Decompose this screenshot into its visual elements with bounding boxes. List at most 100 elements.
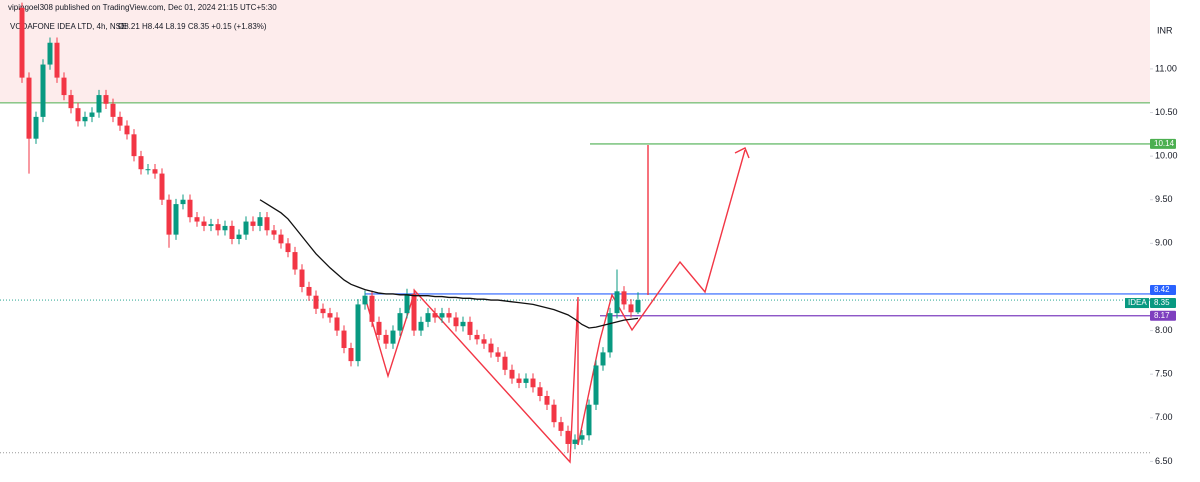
price-tag-label: 10.14: [1154, 139, 1175, 148]
symbol-tag: [1125, 298, 1149, 309]
candle-body: [313, 295, 319, 309]
candle-body: [411, 293, 417, 331]
candle-body: [271, 230, 277, 235]
candle-body: [530, 378, 536, 388]
candle-body: [236, 234, 242, 239]
candle-body: [75, 108, 81, 122]
candle-body: [551, 404, 557, 423]
candle-body: [243, 221, 249, 235]
candle-body: [285, 243, 291, 253]
candle-body: [558, 422, 564, 431]
candle-body: [208, 224, 214, 226]
candle-body: [229, 225, 235, 239]
candle-body: [467, 321, 473, 335]
candle-body: [264, 217, 270, 231]
candle-body: [481, 339, 487, 344]
attribution: vipingoel308 published on TradingView.co…: [8, 3, 277, 12]
candle-body: [341, 330, 347, 349]
candle-body: [110, 103, 116, 117]
candle-body: [460, 321, 466, 327]
candle-body: [89, 112, 95, 117]
y-tick-label: 9.50: [1155, 194, 1173, 204]
candle-body: [166, 199, 172, 235]
currency: INR: [1157, 25, 1173, 35]
candle-body: [54, 42, 60, 78]
y-tick-label: 11.00: [1155, 63, 1177, 73]
candle-body: [635, 300, 641, 313]
candle-body: [61, 77, 67, 96]
candle-body: [19, 7, 25, 78]
candle-body: [33, 116, 39, 139]
candle-body: [383, 334, 389, 344]
candle-body: [509, 369, 515, 379]
price-tag: [1150, 284, 1176, 295]
candle-body: [369, 295, 375, 322]
candle-body: [320, 308, 326, 314]
arrow-head: [734, 147, 750, 159]
candle-body: [47, 42, 53, 65]
candle-body: [516, 378, 522, 383]
ohlc-legend: O8.21 H8.44 L8.19 C8.35 +0.15 (+1.83%): [118, 22, 267, 31]
projection-drawing: [577, 149, 746, 446]
candle-body: [103, 95, 109, 104]
candle-body: [117, 116, 123, 126]
candle-body: [600, 352, 606, 366]
candle-body: [187, 199, 193, 218]
candle-body: [96, 95, 102, 113]
candle-body: [180, 199, 186, 205]
y-tick-label: 10.50: [1155, 107, 1178, 117]
price-tag-label: 8.42: [1154, 285, 1170, 294]
moving-average: [259, 199, 639, 329]
candle-body: [397, 313, 403, 331]
candle-body: [131, 134, 137, 157]
candle-body: [355, 304, 361, 362]
candle-body: [432, 313, 438, 318]
candle-body: [250, 221, 256, 226]
price-tag-label: 8.35: [1154, 298, 1170, 307]
candle-body: [215, 224, 221, 231]
price-tag: [1150, 310, 1176, 321]
candle-body: [453, 317, 459, 327]
candle-body: [222, 225, 228, 231]
candle-body: [607, 313, 613, 353]
candle-body: [446, 313, 452, 318]
candle-body: [586, 404, 592, 436]
candle-body: [292, 252, 298, 270]
symbol-title: VODAFONE IDEA LTD, 4h, NSE: [10, 22, 126, 31]
price-tag: [1150, 138, 1176, 149]
candle-body: [404, 293, 410, 314]
candle-body: [173, 204, 179, 235]
candle-body: [572, 439, 578, 444]
y-tick-label: 7.50: [1155, 369, 1173, 379]
candle-body: [628, 304, 634, 313]
candle-body: [159, 173, 165, 200]
candle-body: [201, 221, 207, 226]
candle-body: [390, 330, 396, 344]
candle-body: [299, 269, 305, 287]
candle-body: [194, 217, 200, 222]
candle-body: [82, 116, 88, 122]
candle-body: [418, 321, 424, 331]
candle-body: [537, 387, 543, 396]
candle-body: [152, 169, 158, 174]
candle-body: [257, 217, 263, 226]
candle-body: [376, 321, 382, 335]
candle-body: [278, 234, 284, 244]
symbol-tag-label: IDEA: [1128, 298, 1147, 307]
candle-body: [138, 156, 144, 170]
candle-body: [145, 169, 151, 171]
candle-body: [439, 313, 445, 318]
background-layer: [0, 0, 1150, 454]
resistance-zone: [0, 0, 1150, 103]
y-tick-label: 10.00: [1155, 151, 1178, 161]
candle-body: [348, 348, 354, 362]
candle-body: [579, 435, 585, 440]
candle-body: [502, 356, 508, 370]
candle-body: [523, 378, 529, 383]
candle-body: [614, 291, 620, 314]
candle-body: [621, 291, 627, 305]
candle-body: [474, 334, 480, 340]
candle-body: [334, 317, 340, 331]
price-tag-label: 8.17: [1154, 311, 1170, 320]
